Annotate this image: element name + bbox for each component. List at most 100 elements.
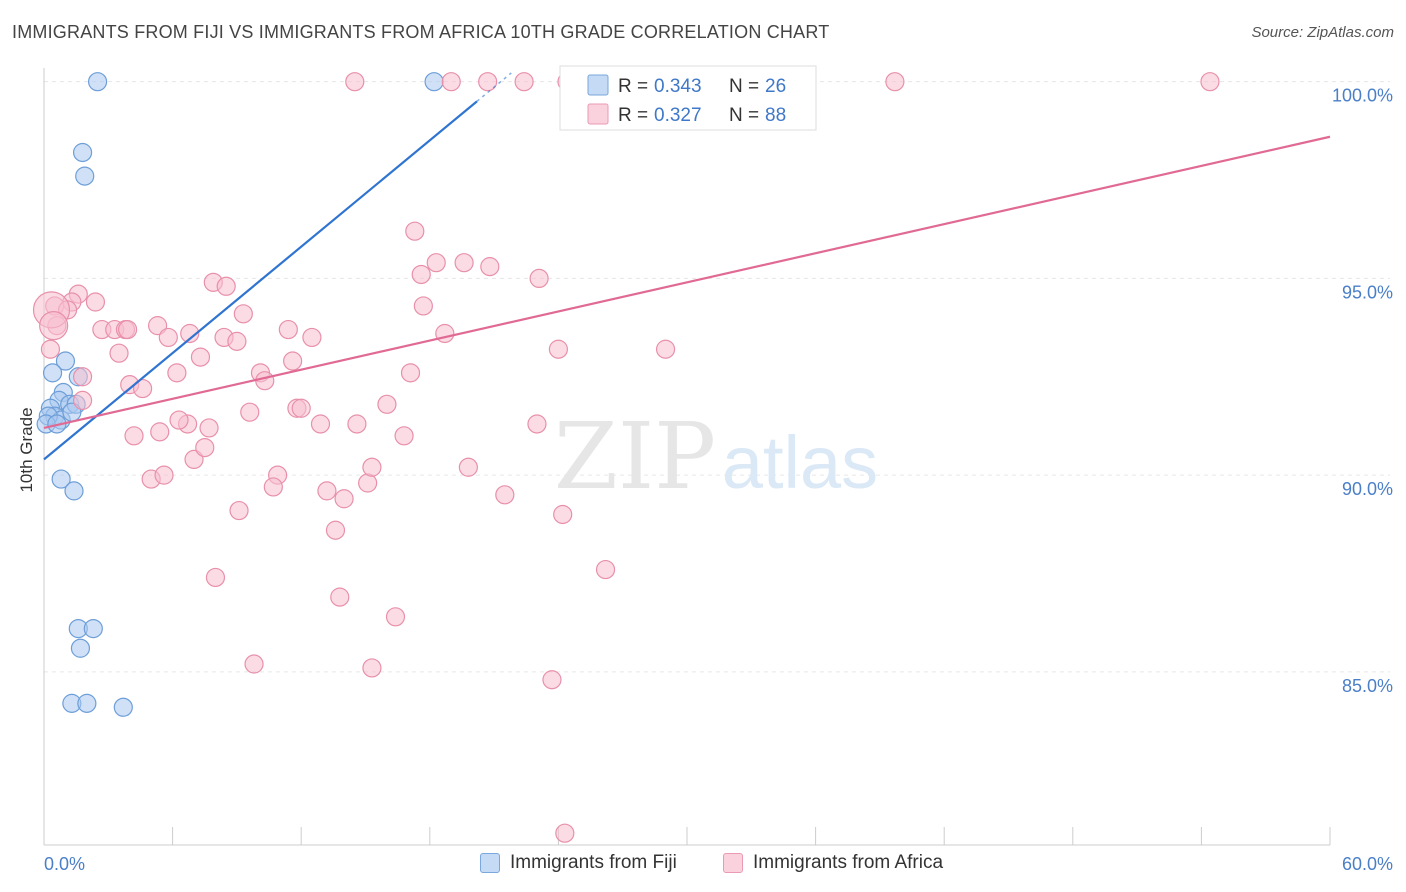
- point-africa: [458, 457, 478, 477]
- point-africa: [334, 489, 354, 509]
- point-africa: [454, 253, 474, 273]
- point-africa: [263, 477, 283, 497]
- point-africa: [169, 410, 189, 430]
- point-africa: [542, 670, 562, 690]
- point-africa: [244, 654, 264, 674]
- bottom-legend: Immigrants from Fiji Immigrants from Afr…: [0, 852, 1406, 876]
- watermark-atlas: atlas: [722, 421, 878, 504]
- legend-swatch: [587, 74, 609, 96]
- point-fiji: [64, 481, 84, 501]
- point-africa: [400, 363, 421, 383]
- point-africa: [150, 422, 170, 442]
- point-fiji: [70, 638, 91, 658]
- x-tick-labels: 0.0% 60.0%: [44, 854, 1393, 874]
- point-africa: [199, 418, 219, 438]
- point-africa: [394, 426, 414, 446]
- trend-line-fiji-extension: [476, 72, 512, 102]
- legend-label-africa: Immigrants from Africa: [753, 852, 944, 873]
- legend-item-africa: Immigrants from Africa: [723, 852, 943, 874]
- point-africa: [480, 257, 500, 277]
- point-africa: [478, 72, 498, 92]
- trend-line-africa: [43, 135, 1331, 429]
- point-africa: [441, 72, 461, 92]
- point-fiji: [72, 142, 93, 163]
- point-africa: [40, 339, 61, 359]
- point-africa: [233, 304, 253, 324]
- legend-n-label: N =: [729, 105, 759, 126]
- point-africa: [317, 481, 337, 501]
- point-africa: [362, 658, 382, 678]
- point-africa: [158, 327, 178, 348]
- point-africa: [227, 331, 247, 351]
- point-africa: [85, 292, 106, 312]
- point-africa: [72, 390, 93, 410]
- point-africa: [377, 394, 397, 414]
- point-africa: [167, 363, 187, 383]
- data-points: [32, 72, 1220, 843]
- legend-swatch-africa: [723, 853, 743, 873]
- point-africa: [345, 72, 365, 92]
- point-africa: [132, 378, 153, 399]
- point-fiji: [87, 72, 108, 92]
- point-africa: [385, 607, 406, 627]
- grid-lines: [44, 81, 1390, 673]
- point-africa: [291, 398, 311, 418]
- point-africa: [72, 367, 93, 387]
- point-africa: [514, 72, 534, 92]
- point-africa: [435, 323, 455, 344]
- point-fiji: [424, 72, 444, 92]
- point-africa: [283, 351, 303, 371]
- legend-n-label: N =: [729, 76, 759, 97]
- x-tick-label: 0.0%: [44, 854, 85, 874]
- point-fiji: [42, 363, 63, 383]
- source-label: Source: ZipAtlas.com: [1251, 24, 1394, 41]
- point-africa: [426, 253, 446, 273]
- point-africa: [347, 414, 367, 434]
- point-africa: [405, 221, 425, 241]
- point-africa: [109, 343, 129, 363]
- point-africa: [255, 371, 275, 391]
- point-africa: [325, 520, 346, 540]
- x-tick-label: 60.0%: [1342, 854, 1393, 874]
- point-africa: [195, 437, 215, 458]
- y-tick-label: 100.0%: [1332, 86, 1393, 106]
- point-africa: [527, 414, 547, 434]
- y-tick-label: 95.0%: [1342, 282, 1393, 302]
- point-africa: [362, 457, 382, 477]
- point-africa: [548, 339, 569, 359]
- legend-r-value: 0.327: [654, 105, 702, 126]
- point-fiji: [55, 351, 76, 371]
- legend-r-label: R =: [618, 105, 648, 126]
- point-africa: [240, 402, 260, 422]
- legend-n-value: 26: [765, 76, 786, 97]
- point-africa: [310, 414, 331, 434]
- legend-r-label: R =: [618, 76, 648, 97]
- point-africa: [154, 465, 174, 485]
- legend-label-fiji: Immigrants from Fiji: [510, 852, 677, 873]
- watermark-zip: ZIP: [554, 403, 716, 510]
- point-fiji: [51, 469, 71, 489]
- point-africa: [216, 276, 236, 296]
- point-africa: [411, 264, 431, 285]
- point-africa: [555, 823, 575, 843]
- point-africa: [180, 323, 200, 344]
- y-tick-labels: 85.0% 90.0% 95.0% 100.0%: [1332, 86, 1393, 696]
- point-africa: [885, 72, 905, 92]
- point-africa: [117, 319, 138, 340]
- y-tick-label: 85.0%: [1342, 676, 1393, 696]
- trend-line-fiji: [43, 100, 478, 461]
- y-tick-label: 90.0%: [1342, 479, 1393, 499]
- point-africa: [655, 339, 676, 359]
- point-africa: [413, 296, 433, 316]
- y-axis-label: 10th Grade: [17, 407, 36, 492]
- legend-swatch: [587, 103, 609, 125]
- point-africa: [529, 268, 549, 289]
- point-africa: [358, 473, 378, 493]
- legend-box: R = 0.343 N = 26 R = 0.327 N = 88: [559, 65, 817, 131]
- point-fiji: [113, 697, 133, 717]
- point-africa: [190, 347, 211, 367]
- point-africa: [495, 485, 515, 505]
- point-africa: [1200, 72, 1220, 92]
- point-africa: [330, 587, 350, 607]
- point-africa: [229, 500, 249, 521]
